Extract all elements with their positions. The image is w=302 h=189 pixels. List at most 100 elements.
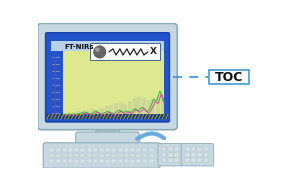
Circle shape [95, 47, 100, 52]
Bar [162, 158, 166, 162]
Bar [162, 147, 166, 151]
Bar [142, 98, 146, 117]
Bar [156, 96, 160, 117]
Bar [91, 109, 95, 117]
Bar [87, 159, 92, 163]
Bar [185, 147, 190, 151]
FancyBboxPatch shape [43, 143, 160, 168]
Bar [204, 147, 208, 151]
Bar [136, 154, 141, 157]
Bar [168, 158, 173, 162]
Bar [174, 147, 179, 151]
Bar [117, 154, 123, 157]
Bar [191, 158, 196, 162]
Bar [142, 154, 147, 157]
Bar [130, 148, 135, 152]
Text: TOC: TOC [215, 71, 243, 84]
Bar [149, 148, 154, 152]
Bar [82, 111, 85, 117]
FancyBboxPatch shape [158, 144, 183, 166]
Bar [111, 159, 116, 163]
Bar [99, 154, 104, 157]
Bar [174, 153, 179, 157]
Bar [105, 154, 110, 157]
Bar [74, 148, 79, 152]
Bar [56, 148, 61, 152]
Bar [86, 110, 90, 117]
Bar [93, 159, 98, 163]
Bar [62, 154, 67, 157]
Bar [191, 153, 196, 157]
Circle shape [94, 46, 106, 58]
Bar [105, 159, 110, 163]
Bar [63, 113, 67, 117]
Bar [161, 98, 165, 117]
Bar [174, 158, 179, 162]
Bar [198, 158, 202, 162]
Bar [111, 148, 116, 152]
Bar [93, 154, 98, 157]
Bar [124, 154, 129, 157]
Bar [74, 159, 79, 163]
Bar [124, 159, 129, 163]
Bar [80, 159, 85, 163]
Bar [119, 102, 123, 117]
Bar [117, 159, 123, 163]
Bar [77, 111, 81, 117]
Bar [136, 148, 141, 152]
Bar [130, 159, 135, 163]
Text: FT-NIRs: FT-NIRs [64, 44, 94, 50]
Bar [68, 159, 73, 163]
Bar [93, 148, 98, 152]
Bar [130, 154, 135, 157]
Bar [149, 159, 154, 163]
Bar [198, 147, 202, 151]
Bar [147, 100, 150, 117]
FancyBboxPatch shape [76, 132, 139, 145]
Bar [114, 103, 118, 117]
Bar [68, 154, 73, 157]
Bar [49, 154, 54, 157]
FancyBboxPatch shape [209, 70, 249, 84]
Bar [49, 159, 54, 163]
Bar [87, 154, 92, 157]
Bar [47, 114, 168, 119]
Bar [51, 41, 164, 117]
Bar [74, 154, 79, 157]
Bar [51, 51, 63, 117]
Polygon shape [94, 126, 121, 136]
Bar [111, 154, 116, 157]
FancyBboxPatch shape [91, 43, 160, 60]
Bar [56, 154, 61, 157]
Bar [162, 153, 166, 157]
Bar [198, 153, 202, 157]
Bar [137, 97, 141, 117]
Bar [49, 148, 54, 152]
Bar [80, 148, 85, 152]
Bar [128, 101, 132, 117]
Bar [105, 148, 110, 152]
Bar [185, 158, 190, 162]
Bar [80, 154, 85, 157]
Bar [62, 159, 67, 163]
Bar [168, 153, 173, 157]
Text: X: X [150, 47, 157, 57]
Bar [63, 51, 164, 117]
Bar [124, 104, 127, 117]
Bar [191, 147, 196, 151]
Text: Wavenumber, cm-1: Wavenumber, cm-1 [93, 115, 122, 119]
Bar [117, 148, 123, 152]
Bar [151, 98, 155, 117]
Bar [168, 147, 173, 151]
Bar [204, 158, 208, 162]
Bar [99, 159, 104, 163]
Bar [99, 148, 104, 152]
FancyBboxPatch shape [46, 33, 169, 122]
Bar [72, 112, 76, 117]
Bar [133, 98, 137, 117]
Bar [149, 154, 154, 157]
Bar [95, 110, 99, 117]
Bar [142, 159, 147, 163]
Bar [56, 159, 61, 163]
Bar [105, 106, 109, 117]
